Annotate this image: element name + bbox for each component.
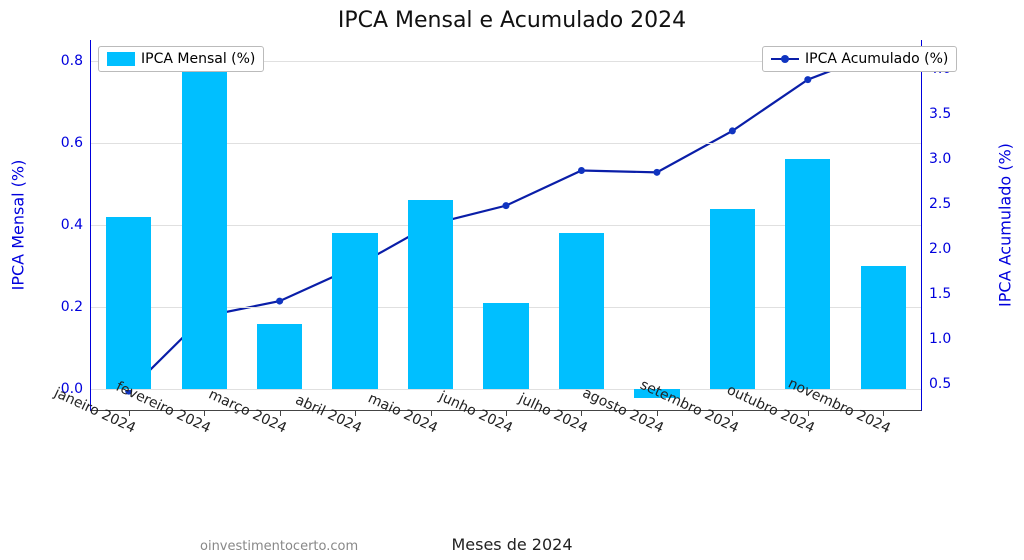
x-tick: [506, 410, 507, 416]
legend-line: IPCA Acumulado (%): [762, 46, 957, 72]
x-tick: [204, 410, 205, 416]
plot-area: 0.00.20.40.60.80.51.01.52.02.53.03.54.0: [90, 40, 922, 411]
legend-line-swatch: [771, 52, 799, 66]
x-tick: [808, 410, 809, 416]
bar: [106, 217, 151, 390]
x-axis-label: Meses de 2024: [0, 535, 1024, 554]
y-left-tick-label: 0.8: [43, 53, 83, 69]
y-left-axis-label: IPCA Mensal (%): [9, 160, 28, 291]
y-right-tick-label: 2.5: [929, 196, 969, 212]
bar: [559, 233, 604, 389]
x-tick: [581, 410, 582, 416]
line-marker: [729, 127, 736, 134]
bar: [408, 200, 453, 389]
x-tick: [355, 410, 356, 416]
x-tick: [280, 410, 281, 416]
x-tick: [732, 410, 733, 416]
chart-title: IPCA Mensal e Acumulado 2024: [0, 8, 1024, 33]
y-right-tick-label: 0.5: [929, 376, 969, 392]
legend-line-label: IPCA Acumulado (%): [805, 51, 948, 67]
line-marker: [578, 167, 585, 174]
x-tick: [129, 410, 130, 416]
legend-bar: IPCA Mensal (%): [98, 46, 264, 72]
y-left-tick-label: 0.2: [43, 299, 83, 315]
legend-bar-label: IPCA Mensal (%): [141, 51, 255, 67]
line-marker: [503, 202, 510, 209]
y-right-tick-label: 3.5: [929, 106, 969, 122]
y-right-tick-label: 2.0: [929, 241, 969, 257]
bar: [861, 266, 906, 389]
line-marker: [804, 76, 811, 83]
x-tick: [431, 410, 432, 416]
y-left-tick-label: 0.6: [43, 135, 83, 151]
line-marker: [276, 298, 283, 305]
y-right-tick-label: 1.5: [929, 286, 969, 302]
bar: [182, 48, 227, 389]
y-right-axis-label: IPCA Acumulado (%): [996, 143, 1015, 307]
x-tick: [657, 410, 658, 416]
bar: [785, 159, 830, 389]
legend-bar-swatch: [107, 52, 135, 66]
y-right-tick-label: 1.0: [929, 331, 969, 347]
chart-container: IPCA Mensal e Acumulado 2024 IPCA Mensal…: [0, 0, 1024, 560]
bar: [332, 233, 377, 389]
x-tick: [883, 410, 884, 416]
y-left-tick-label: 0.4: [43, 217, 83, 233]
line-marker: [653, 169, 660, 176]
watermark: oinvestimentocerto.com: [200, 539, 358, 554]
bar: [710, 209, 755, 390]
y-right-tick-label: 3.0: [929, 151, 969, 167]
